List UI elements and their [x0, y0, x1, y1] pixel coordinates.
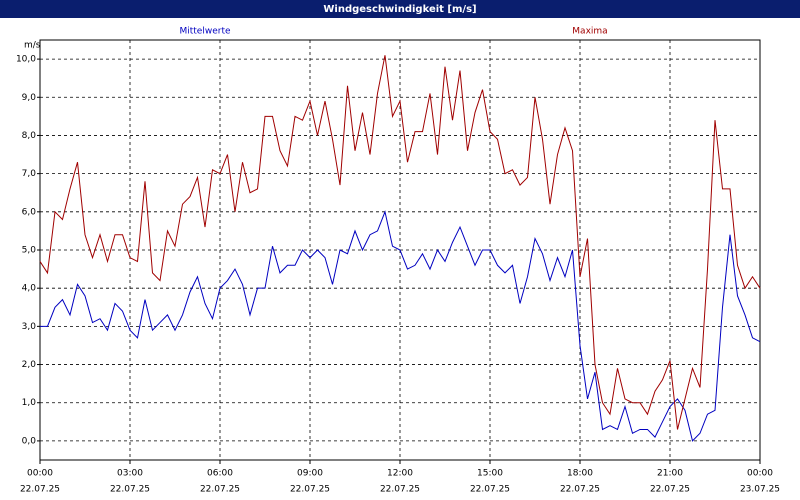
legend-entry: Mittelwerte	[179, 27, 230, 37]
x-tick-label: 18:00	[567, 469, 593, 479]
data-line	[40, 210, 761, 442]
y-tick-label: 2,0	[22, 360, 37, 370]
y-tick-label: 1,0	[22, 398, 37, 408]
x-tick-label: 21:00	[657, 469, 683, 479]
data-line	[39, 55, 761, 430]
y-tick-label: 6,0	[22, 207, 37, 217]
x-tick-label: 03:00	[117, 469, 143, 479]
y-tick-label: 8,0	[22, 131, 37, 141]
y-tick-label: 0,0	[22, 436, 37, 446]
x-tick-date: 22.07.25	[110, 485, 150, 495]
x-tick-date: 22.07.25	[200, 485, 240, 495]
x-tick-date: 22.07.25	[560, 485, 600, 495]
legend-entry: Maxima	[572, 27, 607, 37]
y-tick-label: 3,0	[22, 322, 37, 332]
x-tick-date: 22.07.25	[20, 485, 60, 495]
x-tick-label: 00:00	[27, 469, 53, 479]
x-tick-label: 15:00	[477, 469, 503, 479]
y-tick-label: 5,0	[22, 246, 37, 256]
x-tick-label: 12:00	[387, 469, 413, 479]
x-tick-label: 06:00	[207, 469, 233, 479]
y-tick-label: 4,0	[22, 284, 37, 294]
y-tick-label: 10,0	[16, 55, 36, 65]
y-axis-label: m/s	[24, 41, 41, 51]
x-tick-date: 22.07.25	[380, 485, 420, 495]
x-tick-date: 22.07.25	[290, 485, 330, 495]
y-tick-label: 9,0	[22, 93, 37, 103]
x-tick-date: 23.07.25	[740, 485, 780, 495]
chart-title: Windgeschwindigkeit [m/s]	[323, 4, 476, 15]
title-bar	[0, 0, 800, 18]
x-tick-date: 22.07.25	[470, 485, 510, 495]
x-tick-label: 00:00	[747, 469, 773, 479]
y-tick-label: 7,0	[22, 169, 37, 179]
x-tick-label: 09:00	[297, 469, 323, 479]
x-tick-date: 22.07.25	[650, 485, 690, 495]
